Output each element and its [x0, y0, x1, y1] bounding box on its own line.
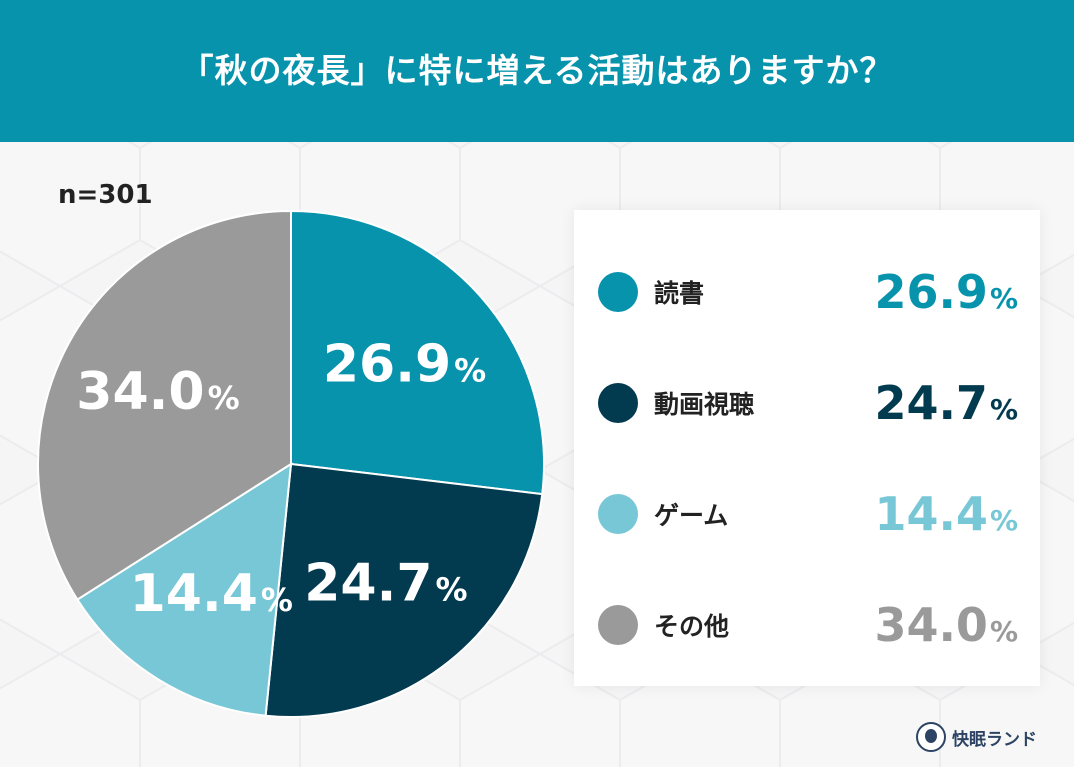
pie-chart: 26.9% 24.7%14.4% 34.0% [37, 209, 545, 718]
pie-data-label-0: 26.9% [323, 334, 486, 394]
pie-data-label-1: 24.7% [304, 553, 467, 613]
legend-label: 読書 [654, 279, 705, 308]
brand-logo: 快眠ランド [916, 720, 1037, 754]
legend-item-2: ゲーム 14.4% [598, 474, 1018, 554]
pie-data-label-2: 14.4% [130, 564, 293, 624]
legend-item-3: その他 34.0% [598, 585, 1018, 665]
legend-swatch [598, 272, 638, 312]
chart-title: 「秋の夜長」に特に増える活動はありますか？ [180, 51, 894, 90]
pie-data-label-3: 34.0% [76, 362, 239, 422]
pie-slice-0 [290, 209, 545, 496]
pie-slice-2 [76, 462, 293, 717]
legend-value: 14.4% [874, 487, 1018, 541]
brand-name: 快眠ランド [952, 729, 1037, 750]
header-banner: 「秋の夜長」に特に増える活動はありますか？ [0, 0, 1074, 142]
sample-size-label: n=301 [58, 180, 153, 210]
legend-label: ゲーム [654, 501, 729, 530]
legend-swatch [598, 605, 638, 645]
pie-slice-1 [264, 462, 544, 718]
legend-value: 24.7% [874, 376, 1018, 430]
legend-item-0: 読書 26.9% [598, 252, 1018, 332]
pie-slice-3 [37, 209, 292, 601]
legend-item-1: 動画視聴 24.7% [598, 363, 1018, 443]
legend-swatch [598, 494, 638, 534]
sleeping-face-icon [916, 722, 946, 752]
legend-swatch [598, 383, 638, 423]
legend-value: 26.9% [874, 265, 1018, 319]
legend-value: 34.0% [874, 598, 1018, 652]
legend-box: 読書 26.9% 動画視聴 24.7% ゲーム 14.4% その他 34.0% [574, 210, 1040, 686]
legend-label: その他 [654, 612, 730, 641]
legend-label: 動画視聴 [654, 390, 755, 419]
